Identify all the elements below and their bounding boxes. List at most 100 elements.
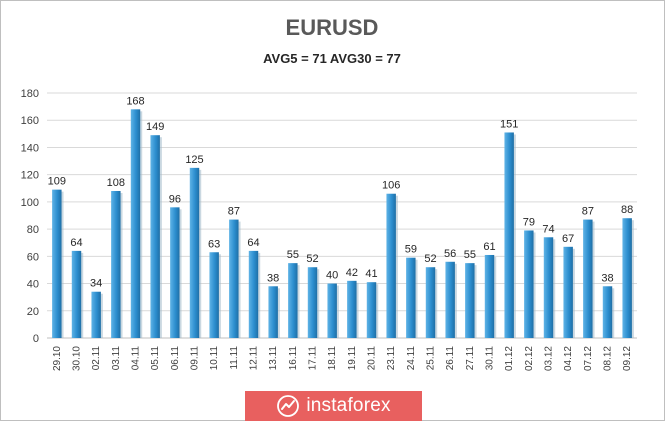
x-tick-label: 30.11	[485, 346, 496, 371]
x-tick-label: 27.11	[465, 346, 476, 371]
value-label: 38	[267, 272, 279, 284]
x-tick-label: 02.12	[524, 346, 535, 371]
y-axis-ticks: 0 20 40 60 80 100 120 140 160 180	[21, 88, 39, 345]
value-label: 59	[405, 244, 417, 256]
bar	[91, 291, 101, 338]
bar	[386, 193, 396, 338]
x-tick-label: 13.11	[268, 346, 279, 371]
value-label: 52	[424, 253, 436, 265]
x-tick-label: 29.10	[52, 346, 63, 371]
value-label: 67	[562, 233, 574, 245]
brand-text: instaforex	[306, 395, 391, 416]
value-label: 149	[146, 121, 164, 133]
x-tick-label: 24.11	[406, 346, 417, 371]
instaforex-badge: instaforex	[245, 391, 422, 421]
x-tick-label: 23.11	[386, 346, 397, 371]
x-tick-label: 10.11	[209, 346, 220, 371]
value-label: 88	[621, 204, 633, 216]
x-tick-label: 30.10	[72, 346, 83, 371]
bar	[465, 263, 475, 338]
value-label: 151	[500, 118, 518, 130]
x-tick-label: 17.11	[308, 346, 319, 371]
x-tick-label: 26.11	[445, 346, 456, 371]
x-tick-label: 08.12	[603, 346, 614, 371]
y-tick-label: 140	[21, 142, 39, 154]
y-tick-label: 40	[27, 279, 39, 291]
value-label: 125	[185, 154, 203, 166]
x-tick-label: 02.11	[91, 346, 102, 371]
value-label: 87	[228, 206, 240, 218]
instaforex-logo-icon	[277, 395, 300, 417]
y-tick-label: 180	[21, 88, 39, 100]
bar	[130, 109, 141, 338]
x-tick-label: 11.11	[229, 346, 240, 370]
bar	[209, 252, 219, 338]
value-label: 38	[601, 272, 613, 284]
y-tick-label: 0	[33, 333, 39, 345]
x-tick-label: 12.11	[249, 346, 260, 371]
y-tick-label: 120	[21, 170, 39, 182]
value-label: 56	[444, 248, 456, 260]
bars	[52, 109, 634, 338]
bar	[189, 167, 200, 338]
bar	[307, 267, 318, 338]
y-tick-label: 20	[27, 306, 39, 318]
value-label: 109	[48, 176, 66, 188]
value-label: 52	[306, 253, 318, 265]
value-label: 34	[90, 278, 102, 290]
y-tick-label: 60	[27, 251, 39, 263]
bar	[71, 250, 82, 338]
bar	[622, 218, 632, 338]
x-tick-label: 03.12	[544, 346, 555, 371]
x-tick-label: 05.11	[150, 346, 161, 371]
x-tick-label: 04.12	[563, 346, 574, 371]
x-tick-label: 07.12	[583, 346, 594, 371]
bar	[484, 254, 495, 338]
value-label: 55	[464, 249, 476, 261]
value-label: 61	[483, 241, 495, 253]
x-tick-label: 06.11	[170, 346, 181, 371]
value-label: 64	[70, 237, 82, 249]
x-tick-label: 09.12	[622, 346, 633, 371]
value-label: 64	[247, 237, 259, 249]
value-label: 96	[169, 193, 181, 205]
value-label: 41	[365, 268, 377, 280]
bar	[288, 263, 298, 338]
bar	[406, 257, 416, 338]
bar	[543, 237, 554, 338]
value-label: 55	[287, 249, 299, 261]
bar	[563, 246, 573, 338]
bar	[425, 267, 436, 338]
bar	[602, 286, 613, 338]
value-label: 79	[523, 216, 535, 228]
bar	[583, 219, 593, 338]
bar	[229, 219, 239, 338]
value-label: 87	[582, 206, 594, 218]
x-tick-label: 25.11	[426, 346, 437, 371]
value-label: 63	[208, 238, 220, 250]
bar	[170, 207, 180, 338]
x-tick-label: 16.11	[288, 346, 299, 371]
bar	[111, 191, 121, 338]
bar	[268, 286, 278, 338]
y-tick-label: 100	[21, 197, 39, 209]
x-tick-label: 04.11	[131, 346, 142, 371]
gridlines	[47, 92, 637, 339]
x-tick-label: 19.11	[347, 346, 358, 371]
x-tick-label: 20.11	[367, 346, 378, 371]
value-label: 40	[326, 270, 338, 282]
bar	[366, 282, 377, 338]
x-tick-label: 09.11	[190, 346, 201, 371]
chart-subtitle: AVG5 = 71 AVG30 = 77	[263, 51, 401, 66]
bar	[248, 250, 259, 338]
bar	[52, 189, 62, 338]
value-label: 108	[107, 177, 125, 189]
x-tick-label: 18.11	[327, 346, 338, 371]
chart-title: EURUSD	[286, 15, 379, 40]
value-label: 168	[126, 95, 144, 107]
bar	[150, 135, 160, 338]
bar	[445, 261, 455, 338]
bar	[504, 132, 514, 338]
value-label: 74	[542, 223, 554, 235]
